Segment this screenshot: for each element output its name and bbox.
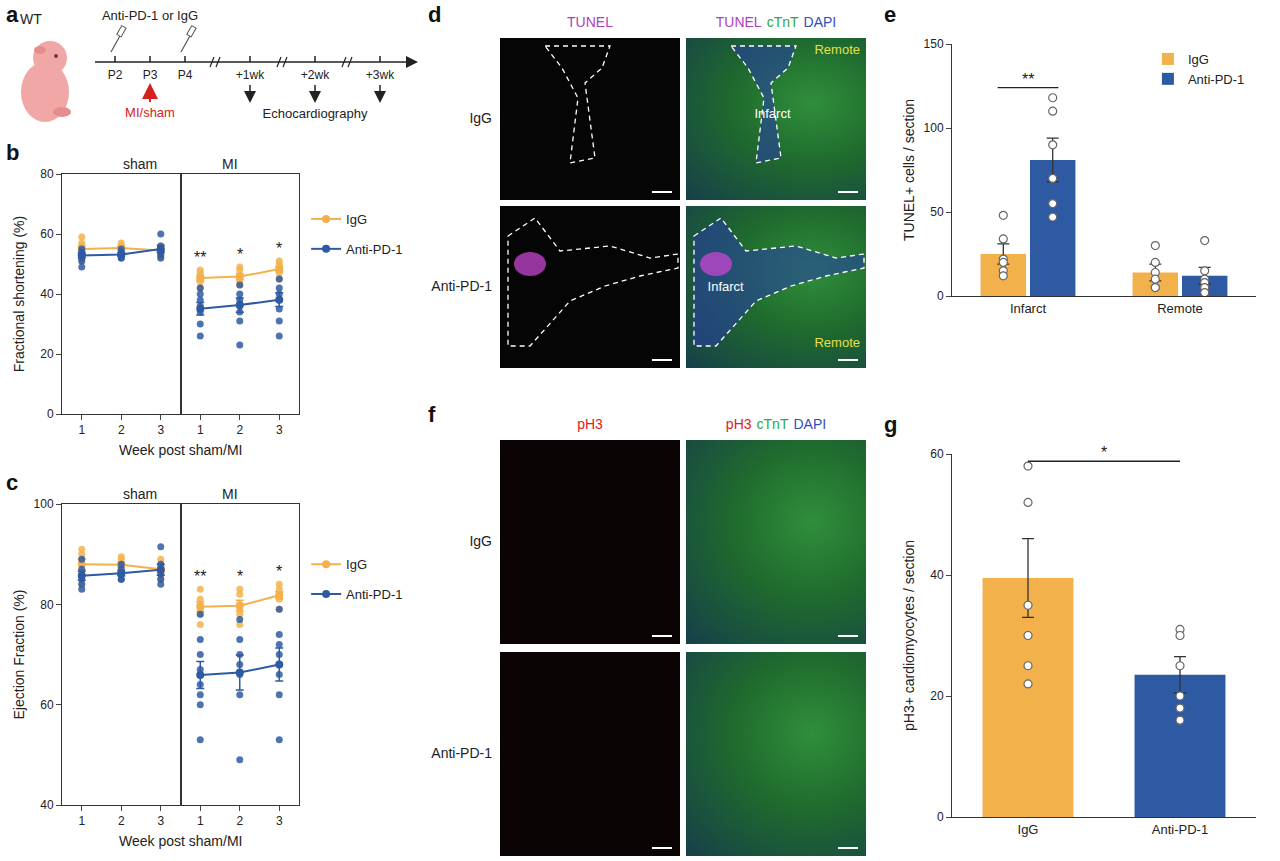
- svg-text:3: 3: [157, 814, 164, 828]
- html-text:Remote: Remote: [814, 335, 860, 350]
- svg-text:Fractional shortening (%): Fractional shortening (%): [11, 216, 27, 372]
- svg-text:1: 1: [197, 814, 204, 828]
- svg-text:Remote: Remote: [1157, 301, 1203, 316]
- svg-text:IgG: IgG: [346, 557, 367, 572]
- svg-text:TUNEL+ cells / section: TUNEL+ cells / section: [901, 99, 917, 241]
- html-text:IgG: IgG: [469, 533, 492, 549]
- svg-text:Anti-PD-1: Anti-PD-1: [1152, 822, 1208, 837]
- svg-text:+1wk: +1wk: [236, 68, 265, 82]
- svg-text:IgG: IgG: [346, 212, 367, 227]
- html-text:Anti-PD-1: Anti-PD-1: [431, 745, 492, 761]
- svg-text:100: 100: [924, 121, 944, 135]
- svg-text:1: 1: [78, 423, 85, 437]
- svg-text:**: **: [194, 249, 206, 266]
- svg-text:Anti-PD-1: Anti-PD-1: [1188, 72, 1244, 87]
- svg-text:50: 50: [930, 205, 944, 219]
- svg-text:+3wk: +3wk: [366, 68, 395, 82]
- svg-text:IgG: IgG: [1018, 822, 1039, 837]
- svg-text:20: 20: [930, 689, 944, 703]
- svg-text:sham: sham: [123, 486, 157, 502]
- html-text:TUNEL cTnT DAPI: TUNEL cTnT DAPI: [715, 14, 837, 30]
- html-text:c: c: [6, 470, 19, 495]
- svg-text:*: *: [1101, 444, 1107, 461]
- svg-text:0: 0: [937, 810, 944, 824]
- svg-text:*: *: [276, 563, 282, 580]
- html-text:pH3 cTnT DAPI: pH3 cTnT DAPI: [725, 416, 827, 432]
- svg-text:80: 80: [40, 167, 54, 181]
- svg-text:40: 40: [40, 287, 54, 301]
- svg-text:Anti-PD-1: Anti-PD-1: [346, 242, 402, 257]
- svg-text:3: 3: [276, 814, 283, 828]
- svg-text:60: 60: [40, 698, 54, 712]
- html-text:Anti-PD-1: Anti-PD-1: [431, 278, 492, 294]
- svg-text:+2wk: +2wk: [301, 68, 330, 82]
- svg-text:MI/sham: MI/sham: [125, 105, 175, 120]
- svg-text:2: 2: [118, 814, 125, 828]
- svg-text:MI: MI: [222, 486, 238, 502]
- svg-text:40: 40: [40, 798, 54, 812]
- svg-text:P2: P2: [108, 68, 123, 82]
- html-text:Remote: Remote: [814, 42, 860, 57]
- html-text:Infarct: Infarct: [707, 278, 744, 294]
- svg-text:WT: WT: [20, 11, 42, 27]
- svg-text:pH3+ cardiomyocytes / section: pH3+ cardiomyocytes / section: [901, 540, 917, 731]
- svg-text:2: 2: [118, 423, 125, 437]
- svg-text:IgG: IgG: [1188, 52, 1209, 67]
- svg-text:**: **: [194, 568, 206, 585]
- html-text:pH3: pH3: [577, 416, 603, 432]
- svg-text:60: 60: [40, 227, 54, 241]
- svg-text:2: 2: [236, 423, 243, 437]
- svg-text:*: *: [237, 568, 243, 585]
- html-text:e: e: [884, 2, 897, 27]
- svg-text:**: **: [1022, 71, 1034, 88]
- html-text:d: d: [428, 2, 442, 27]
- svg-text:Ejection Fraction (%): Ejection Fraction (%): [11, 590, 27, 720]
- svg-text:P3: P3: [143, 68, 158, 82]
- html-text:f: f: [428, 402, 436, 427]
- svg-text:80: 80: [40, 598, 54, 612]
- html-text:TUNEL: TUNEL: [567, 14, 613, 30]
- svg-text:*: *: [237, 246, 243, 263]
- svg-text:3: 3: [157, 423, 164, 437]
- svg-text:0: 0: [937, 289, 944, 303]
- svg-text:Week post sham/MI: Week post sham/MI: [119, 442, 242, 458]
- svg-text:20: 20: [40, 347, 54, 361]
- svg-text:Anti-PD-1: Anti-PD-1: [346, 587, 402, 602]
- svg-text:2: 2: [236, 814, 243, 828]
- svg-text:Echocardiography: Echocardiography: [263, 106, 368, 121]
- svg-text:40: 40: [930, 568, 944, 582]
- svg-text:3: 3: [276, 423, 283, 437]
- html-text:g: g: [884, 412, 898, 437]
- svg-text:100: 100: [34, 497, 54, 511]
- svg-text:Week post sham/MI: Week post sham/MI: [119, 833, 242, 849]
- svg-text:P4: P4: [178, 68, 193, 82]
- svg-text:Anti-PD-1 or IgG: Anti-PD-1 or IgG: [102, 8, 198, 23]
- html-text:a: a: [6, 2, 19, 27]
- svg-text:MI: MI: [222, 156, 238, 172]
- svg-text:60: 60: [930, 447, 944, 461]
- svg-text:1: 1: [197, 423, 204, 437]
- svg-text:sham: sham: [123, 156, 157, 172]
- html-text:IgG: IgG: [469, 110, 492, 126]
- svg-text:150: 150: [924, 37, 944, 51]
- html-text:b: b: [6, 140, 20, 165]
- svg-text:*: *: [276, 240, 282, 257]
- svg-text:0: 0: [47, 407, 54, 421]
- svg-text:Infarct: Infarct: [1010, 301, 1047, 316]
- svg-text:1: 1: [78, 814, 85, 828]
- html-text:Infarct: Infarct: [754, 106, 791, 121]
